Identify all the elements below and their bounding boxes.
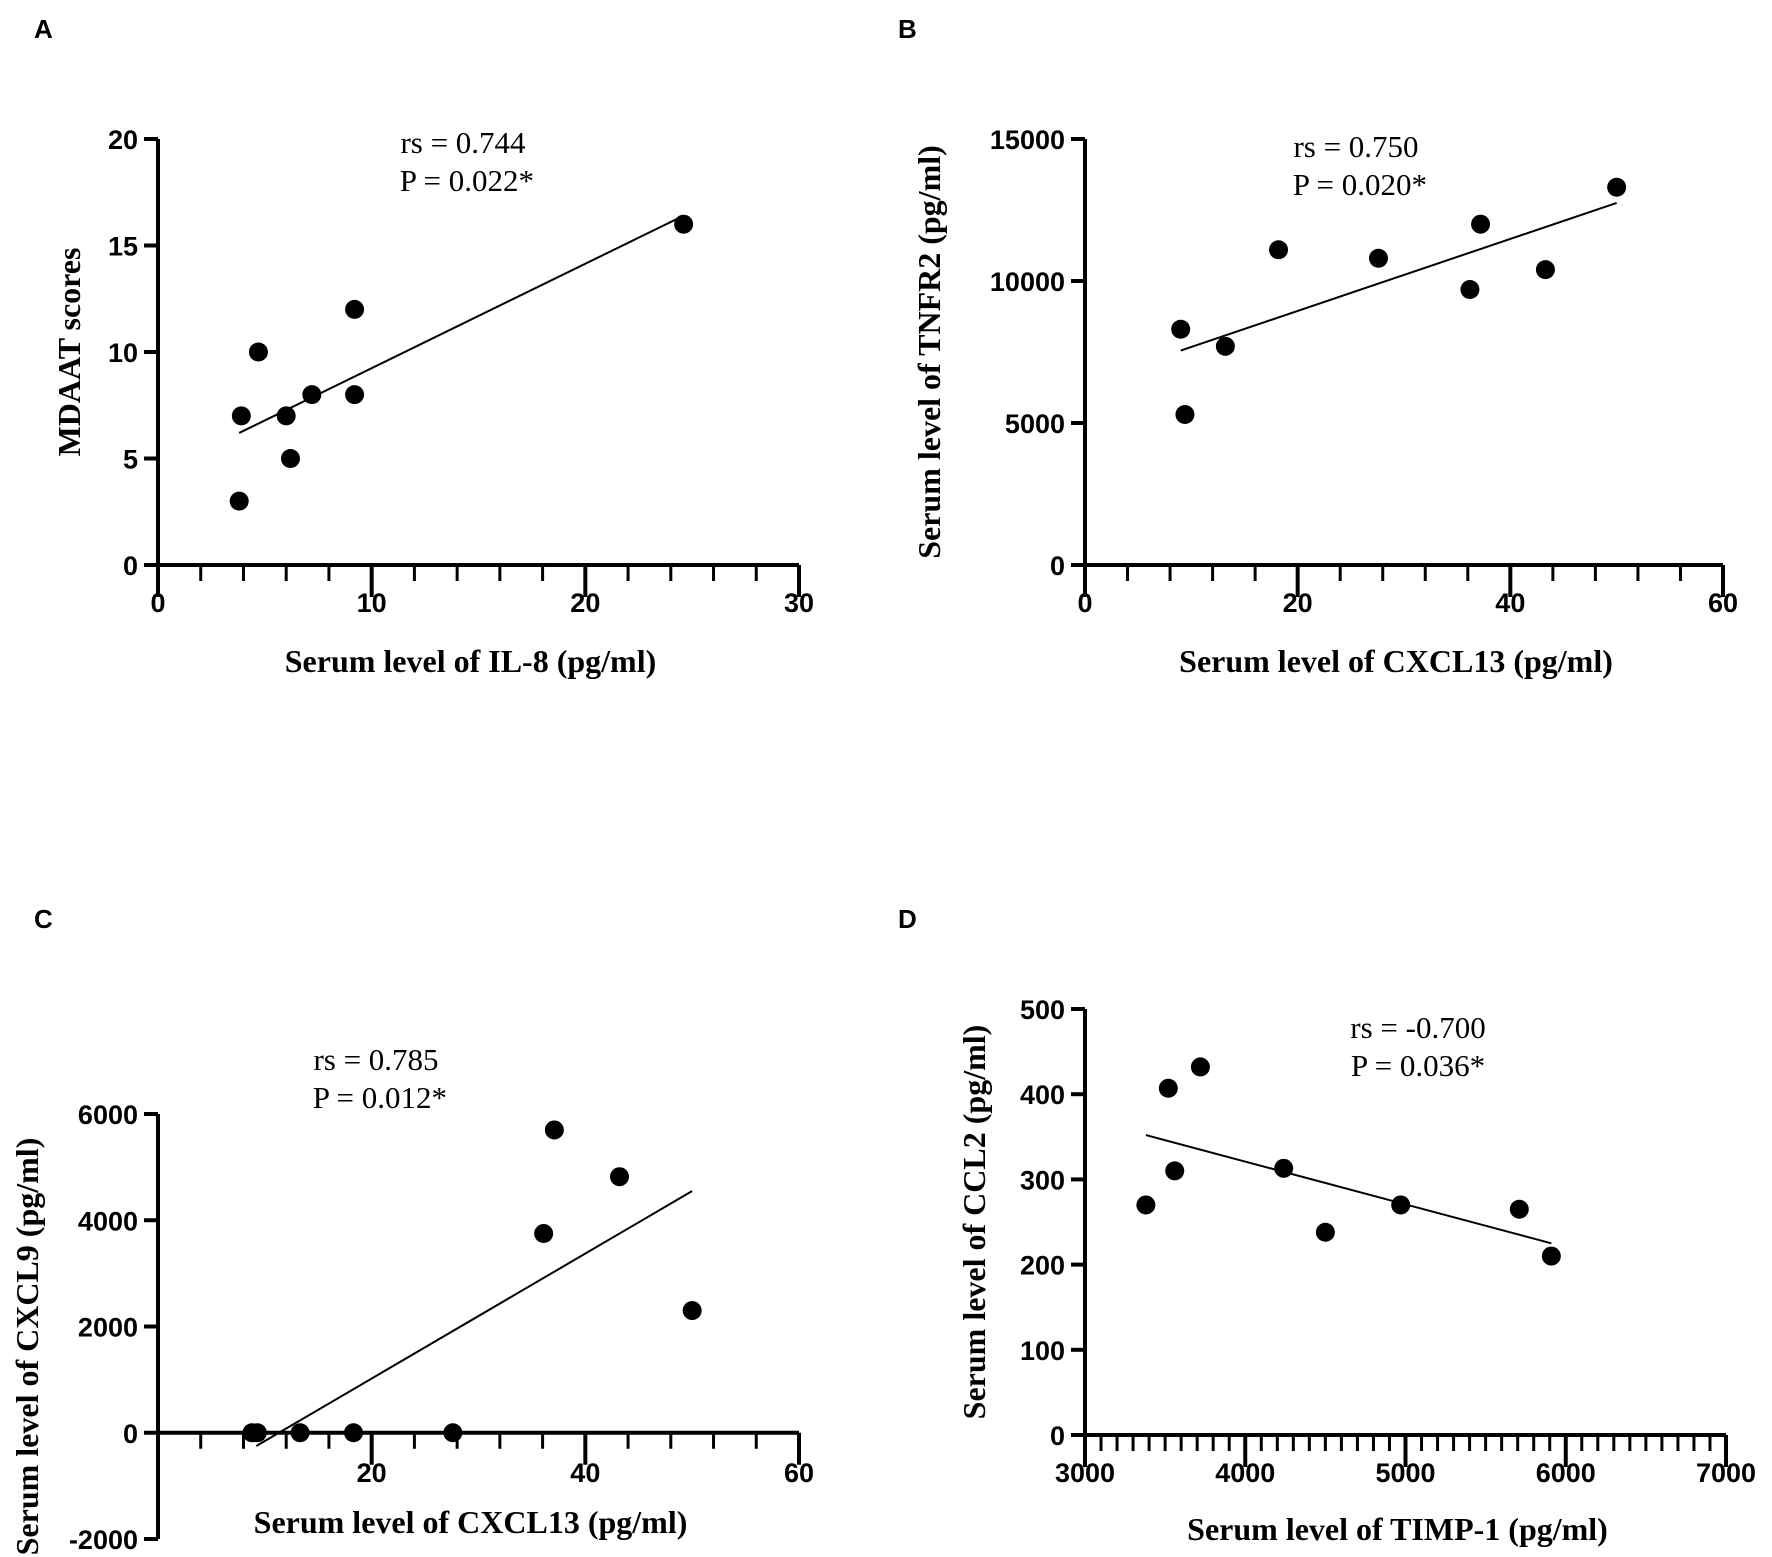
x-tick-label: 20	[570, 588, 600, 618]
y-tick-label: 4000	[78, 1206, 138, 1236]
data-point	[1136, 1195, 1156, 1215]
p-value: P = 0.022*	[392, 163, 534, 198]
data-point	[1541, 1246, 1561, 1266]
data-point	[231, 406, 251, 426]
x-axis-title: Serum level of IL-8 (pg/ml)	[285, 643, 657, 679]
x-tick-label: 30	[784, 588, 814, 618]
x-tick-label: 20	[1283, 588, 1313, 618]
data-point	[1509, 1199, 1529, 1219]
x-axis-title: Serum level of TIMP-1 (pg/ml)	[1187, 1511, 1608, 1547]
y-tick-label: -2000	[69, 1525, 138, 1555]
data-point	[443, 1423, 463, 1443]
panel-letter: A	[34, 14, 53, 44]
data-point	[1158, 1078, 1178, 1098]
data-point	[544, 1120, 564, 1140]
y-tick-label: 0	[1050, 551, 1065, 581]
y-tick-label: 0	[123, 1419, 138, 1449]
data-point	[229, 491, 249, 511]
data-point	[344, 1423, 364, 1443]
spearman-rs: rs = 0.744	[400, 125, 526, 160]
y-tick-label: 300	[1020, 1165, 1065, 1195]
regression-line	[1180, 201, 1617, 352]
data-point	[1607, 177, 1627, 197]
x-tick-label: 7000	[1696, 1458, 1756, 1488]
y-tick-label: 6000	[78, 1100, 138, 1130]
data-point	[280, 449, 300, 468]
x-tick-label: 0	[150, 588, 165, 618]
x-tick-label: 6000	[1536, 1458, 1596, 1488]
data-point	[290, 1423, 310, 1443]
panel-letter: B	[898, 14, 917, 44]
x-axis-title: Serum level of CXCL13 (pg/ml)	[1179, 643, 1613, 679]
x-axis-title: Serum level of CXCL13 (pg/ml)	[254, 1504, 688, 1540]
x-tick-label: 5000	[1375, 1458, 1435, 1488]
panel-a: A 0 5 10 15 20 0 10 20 30 Serum level of IL-8 (pg/…	[34, 14, 814, 679]
x-tick-label: 10	[357, 588, 387, 618]
p-value: P = 0.012*	[305, 1080, 447, 1115]
p-value: P = 0.020*	[1285, 167, 1427, 202]
data-point	[1535, 260, 1555, 280]
regression-line	[255, 1190, 693, 1447]
y-tick-label: 5	[123, 445, 138, 475]
y-tick-label: 10	[108, 338, 138, 368]
x-tick-label: 20	[357, 1458, 387, 1488]
y-tick-label: 500	[1020, 995, 1065, 1025]
y-tick-label: 0	[1050, 1421, 1065, 1451]
data-point	[610, 1167, 630, 1187]
panel-d: D 0 100 200 300 400 500 3000 4000 5000 6000 7000 Ser…	[898, 904, 1756, 1547]
data-point	[1190, 1057, 1210, 1077]
y-axis-title: Serum level of TNFR2 (pg/ml)	[911, 145, 947, 559]
spearman-rs: rs = -0.700	[1350, 1010, 1485, 1045]
data-point	[674, 214, 694, 234]
data-point	[302, 385, 322, 405]
data-point	[1269, 240, 1289, 260]
x-tick-label: 40	[570, 1458, 600, 1488]
y-axis-title: MDAAT scores	[51, 248, 87, 457]
y-tick-label: 20	[108, 125, 138, 155]
spearman-rs: rs = 0.785	[313, 1042, 438, 1077]
data-point	[682, 1301, 702, 1321]
p-value: P = 0.036*	[1351, 1048, 1485, 1083]
data-point	[1215, 336, 1235, 356]
data-point	[248, 342, 268, 362]
data-point	[1460, 280, 1480, 300]
y-tick-label: 200	[1020, 1251, 1065, 1281]
data-point	[1471, 214, 1491, 234]
data-point	[345, 385, 365, 405]
y-tick-label: 5000	[1005, 409, 1065, 439]
y-tick-label: 0	[123, 551, 138, 581]
y-tick-label: 2000	[78, 1313, 138, 1343]
x-tick-label: 60	[784, 1458, 814, 1488]
regression-line	[1145, 1134, 1552, 1245]
data-point	[1274, 1158, 1294, 1178]
data-point	[1391, 1195, 1411, 1215]
data-point	[1165, 1161, 1185, 1181]
panel-b: B 0 5000 10000 15000 0 20 40 60 Serum level of CX…	[898, 14, 1738, 679]
y-tick-label: 15	[108, 232, 138, 262]
data-point	[1368, 248, 1388, 268]
data-point	[276, 406, 296, 426]
x-tick-label: 40	[1495, 588, 1525, 618]
y-tick-label: 400	[1020, 1080, 1065, 1110]
panel-letter: C	[34, 904, 53, 934]
x-tick-label: 4000	[1215, 1458, 1275, 1488]
y-tick-label: 15000	[990, 125, 1065, 155]
data-point	[1315, 1222, 1335, 1242]
data-point	[1171, 319, 1191, 339]
data-point	[247, 1423, 267, 1443]
x-tick-label: 3000	[1055, 1458, 1115, 1488]
x-tick-label: 0	[1077, 588, 1092, 618]
panel-letter: D	[898, 904, 917, 934]
data-point	[534, 1224, 554, 1244]
y-tick-label: 100	[1020, 1336, 1065, 1366]
spearman-rs: rs = 0.750	[1293, 129, 1418, 164]
y-tick-label: 10000	[990, 267, 1065, 297]
y-axis-title: Serum level of CXCL9 (pg/ml)	[9, 1138, 45, 1556]
y-axis-title: Serum level of CCL2 (pg/ml)	[956, 1025, 992, 1420]
data-point	[345, 299, 365, 319]
data-point	[1175, 404, 1195, 424]
panel-c: C -2000 0 2000 4000 6000 20 40 60 Serum level of …	[9, 904, 814, 1555]
x-tick-label: 60	[1708, 588, 1738, 618]
